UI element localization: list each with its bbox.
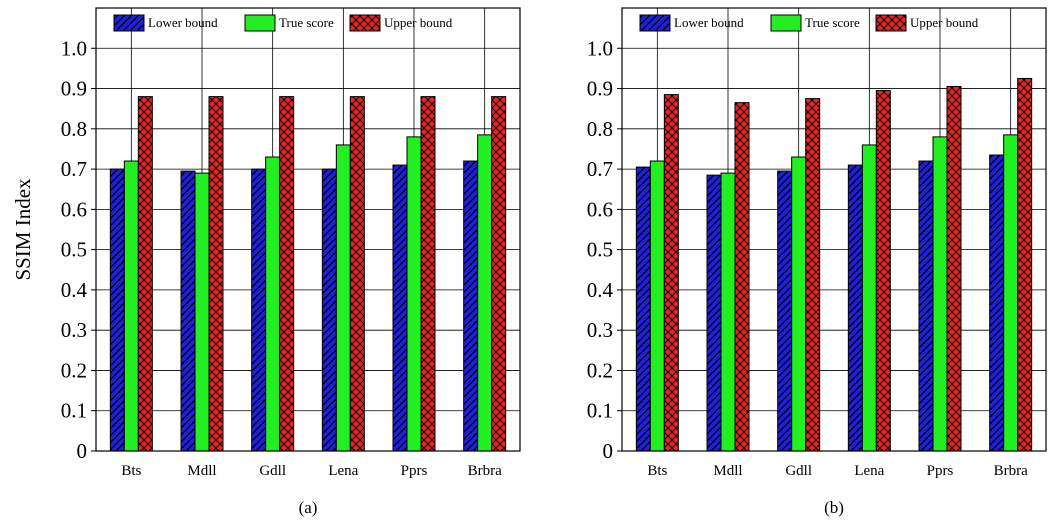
y-tick-label: 0.4 (587, 278, 614, 302)
bar-true-score (335, 144, 351, 452)
x-tick-label: Brbra (468, 463, 502, 479)
bar-upper-bound (349, 96, 365, 452)
bar-upper-bound (1017, 77, 1033, 452)
y-tick-label: 0.6 (587, 197, 613, 221)
bar-true-score (477, 134, 493, 452)
y-tick-label: 0.8 (587, 117, 613, 141)
panel-label: (b) (824, 498, 844, 517)
x-tick-label: Pprs (401, 463, 428, 479)
y-tick-label: 0.7 (587, 157, 613, 181)
bar-lower-bound (989, 154, 1005, 452)
y-tick-label: 0.5 (587, 238, 613, 262)
bar-upper-bound (208, 96, 224, 452)
panel-label: (a) (299, 498, 318, 517)
x-tick-label: Gdll (259, 463, 286, 479)
legend-swatch (639, 14, 671, 32)
bar-lower-bound (463, 160, 479, 452)
legend-swatch (113, 14, 145, 32)
y-tick-label: 0.1 (587, 399, 613, 423)
bar-lower-bound (251, 168, 267, 452)
legend-label: True score (279, 15, 334, 30)
bar-true-score (791, 156, 807, 452)
legend-swatch (770, 14, 802, 32)
y-tick-label: 0.7 (61, 157, 87, 181)
x-tick-label: Gdll (785, 463, 812, 479)
x-tick-label: Bts (647, 463, 667, 479)
y-axis-label: SSIM Index (11, 178, 35, 281)
bar-upper-bound (734, 102, 750, 452)
legend-label: True score (805, 15, 860, 30)
y-tick-label: 0 (77, 439, 88, 463)
bar-lower-bound (847, 164, 863, 452)
bar-true-score (265, 156, 281, 452)
y-tick-label: 0.5 (61, 238, 87, 262)
x-tick-label: Pprs (927, 463, 954, 479)
x-tick-label: Mdll (713, 463, 742, 479)
bar-true-score (932, 136, 948, 452)
y-tick-label: 0.3 (61, 318, 87, 342)
bar-upper-bound (663, 94, 679, 452)
y-tick-label: 0.8 (61, 117, 87, 141)
bar-lower-bound (777, 170, 793, 452)
bar-true-score (861, 144, 877, 452)
y-tick-label: 0 (603, 439, 614, 463)
y-tick-label: 0.9 (61, 77, 87, 101)
bar-upper-bound (420, 96, 436, 452)
bar-true-score (649, 160, 665, 452)
bar-lower-bound (635, 166, 651, 452)
bar-true-score (720, 172, 736, 452)
y-tick-label: 0.1 (61, 399, 87, 423)
legend-label: Lower bound (148, 15, 218, 30)
bar-lower-bound (321, 168, 337, 452)
bar-upper-bound (491, 96, 507, 452)
x-tick-label: Lena (328, 463, 358, 479)
legend-swatch (875, 14, 907, 32)
bar-lower-bound (918, 160, 934, 452)
legend-swatch (349, 14, 381, 32)
x-tick-label: Lena (854, 463, 884, 479)
legend-label: Upper bound (384, 15, 453, 30)
legend-swatch (244, 14, 276, 32)
bar-upper-bound (946, 86, 962, 452)
chart-panel-a: 0 0.1 0.2 0.3 0.4 0.5 0.6 0.7 0.8 0.9 1.0 Bts Mdll Gd… (11, 7, 521, 517)
y-tick-label: 1.0 (61, 36, 87, 60)
y-tick-label: 0.4 (61, 278, 88, 302)
plot-frame (95, 7, 521, 452)
bar-upper-bound (805, 98, 821, 452)
bar-lower-bound (109, 168, 125, 452)
bar-lower-bound (706, 174, 722, 452)
x-tick-label: Bts (121, 463, 141, 479)
bar-upper-bound (875, 90, 891, 452)
bar-upper-bound (279, 96, 295, 452)
plot-frame (621, 7, 1047, 452)
legend: Lower bound True score Upper bound (113, 14, 453, 32)
bar-lower-bound (180, 170, 196, 452)
y-tick-label: 0.2 (587, 358, 613, 382)
x-tick-label: Mdll (187, 463, 216, 479)
chart-panel-b: 0 0.1 0.2 0.3 0.4 0.5 0.6 0.7 0.8 0.9 1.0 Bts Mdll Gd… (587, 7, 1047, 517)
bar-true-score (1003, 134, 1019, 452)
bar-lower-bound (392, 164, 408, 452)
y-tick-label: 0.9 (587, 77, 613, 101)
bar-true-score (406, 136, 422, 452)
legend: Lower bound True score Upper bound (639, 14, 979, 32)
y-tick-label: 1.0 (587, 36, 613, 60)
y-tick-label: 0.2 (61, 358, 87, 382)
x-tick-label: Brbra (994, 463, 1028, 479)
legend-label: Upper bound (910, 15, 979, 30)
bar-true-score (123, 160, 139, 452)
y-tick-label: 0.3 (587, 318, 613, 342)
bar-upper-bound (137, 96, 153, 452)
y-tick-label: 0.6 (61, 197, 87, 221)
bar-true-score (194, 172, 210, 452)
legend-label: Lower bound (674, 15, 744, 30)
